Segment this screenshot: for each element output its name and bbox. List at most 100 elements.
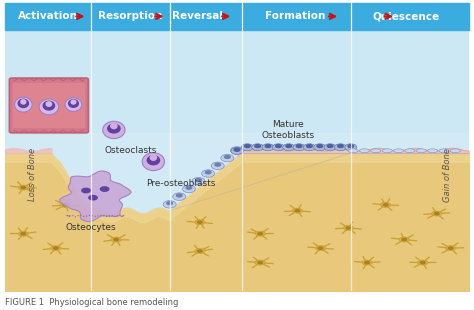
- Text: Formation: Formation: [265, 11, 325, 21]
- Ellipse shape: [348, 145, 354, 148]
- Ellipse shape: [63, 204, 67, 206]
- Ellipse shape: [348, 149, 358, 153]
- FancyBboxPatch shape: [9, 78, 88, 133]
- Ellipse shape: [286, 145, 292, 148]
- Ellipse shape: [293, 144, 305, 151]
- Bar: [5, 3, 469, 30]
- Ellipse shape: [69, 100, 78, 107]
- Ellipse shape: [205, 171, 211, 174]
- Ellipse shape: [439, 149, 449, 153]
- Text: FIGURE 1  Physiological bone remodeling: FIGURE 1 Physiological bone remodeling: [5, 299, 178, 308]
- Ellipse shape: [381, 202, 391, 207]
- Ellipse shape: [316, 246, 326, 250]
- Ellipse shape: [405, 149, 415, 153]
- Ellipse shape: [241, 144, 254, 151]
- Ellipse shape: [337, 145, 343, 148]
- Ellipse shape: [343, 225, 354, 230]
- Ellipse shape: [230, 147, 244, 154]
- Text: Osteoclasts: Osteoclasts: [105, 146, 157, 155]
- Ellipse shape: [65, 98, 82, 112]
- Ellipse shape: [371, 149, 381, 153]
- Ellipse shape: [108, 124, 120, 133]
- Ellipse shape: [15, 97, 32, 112]
- Ellipse shape: [402, 238, 407, 241]
- Ellipse shape: [173, 193, 186, 200]
- Ellipse shape: [432, 211, 442, 216]
- Ellipse shape: [346, 227, 351, 229]
- Ellipse shape: [448, 247, 453, 249]
- Ellipse shape: [103, 121, 125, 139]
- Ellipse shape: [362, 260, 372, 265]
- Text: Pre-osteoblasts: Pre-osteoblasts: [146, 179, 216, 188]
- Ellipse shape: [324, 144, 336, 151]
- Ellipse shape: [255, 145, 261, 148]
- Ellipse shape: [245, 145, 250, 148]
- Ellipse shape: [255, 260, 265, 265]
- Ellipse shape: [71, 100, 76, 104]
- Ellipse shape: [18, 99, 28, 108]
- Ellipse shape: [114, 238, 118, 241]
- Text: Resorption: Resorption: [98, 11, 163, 21]
- Ellipse shape: [252, 144, 264, 151]
- Ellipse shape: [345, 144, 357, 151]
- Ellipse shape: [420, 261, 425, 264]
- Ellipse shape: [393, 149, 404, 153]
- Text: Activation: Activation: [18, 11, 78, 21]
- Ellipse shape: [54, 247, 58, 249]
- Ellipse shape: [303, 144, 316, 151]
- Ellipse shape: [265, 145, 271, 148]
- Ellipse shape: [82, 188, 90, 193]
- Ellipse shape: [21, 232, 26, 235]
- Ellipse shape: [182, 185, 195, 193]
- Ellipse shape: [295, 210, 300, 212]
- Ellipse shape: [434, 212, 439, 215]
- Ellipse shape: [273, 144, 284, 151]
- Ellipse shape: [195, 249, 205, 254]
- Ellipse shape: [198, 221, 202, 224]
- Ellipse shape: [43, 101, 55, 110]
- Text: Reversal: Reversal: [172, 11, 223, 21]
- Ellipse shape: [335, 144, 346, 151]
- Bar: [5, 133, 469, 291]
- Ellipse shape: [258, 232, 263, 235]
- Ellipse shape: [328, 145, 333, 148]
- Ellipse shape: [60, 202, 70, 207]
- Ellipse shape: [283, 144, 295, 151]
- Ellipse shape: [21, 100, 26, 104]
- Ellipse shape: [18, 185, 28, 190]
- Ellipse shape: [215, 163, 220, 166]
- Ellipse shape: [383, 204, 388, 206]
- Ellipse shape: [365, 261, 369, 264]
- Text: Osteocytes: Osteocytes: [65, 224, 116, 232]
- Text: Quiescence: Quiescence: [373, 11, 440, 21]
- Ellipse shape: [176, 194, 182, 197]
- Ellipse shape: [142, 153, 164, 170]
- Ellipse shape: [399, 237, 410, 242]
- Ellipse shape: [262, 144, 274, 151]
- Ellipse shape: [111, 237, 121, 242]
- Ellipse shape: [186, 186, 191, 189]
- Ellipse shape: [292, 208, 302, 213]
- Ellipse shape: [296, 145, 302, 148]
- Ellipse shape: [147, 156, 160, 165]
- Ellipse shape: [100, 187, 109, 191]
- Ellipse shape: [39, 99, 59, 115]
- Ellipse shape: [211, 162, 224, 170]
- Text: Gain of Bone: Gain of Bone: [443, 148, 452, 202]
- Ellipse shape: [221, 154, 234, 162]
- FancyBboxPatch shape: [13, 83, 85, 128]
- Ellipse shape: [167, 202, 173, 205]
- Ellipse shape: [51, 246, 61, 250]
- Ellipse shape: [231, 148, 243, 154]
- Ellipse shape: [382, 149, 392, 153]
- Ellipse shape: [307, 145, 312, 148]
- Ellipse shape: [89, 196, 97, 200]
- Ellipse shape: [314, 144, 326, 151]
- Ellipse shape: [234, 148, 240, 151]
- Ellipse shape: [359, 149, 370, 153]
- Ellipse shape: [317, 145, 322, 148]
- Ellipse shape: [163, 201, 176, 208]
- Ellipse shape: [275, 145, 281, 148]
- Text: Loss of Bone: Loss of Bone: [28, 148, 37, 201]
- Ellipse shape: [418, 260, 428, 265]
